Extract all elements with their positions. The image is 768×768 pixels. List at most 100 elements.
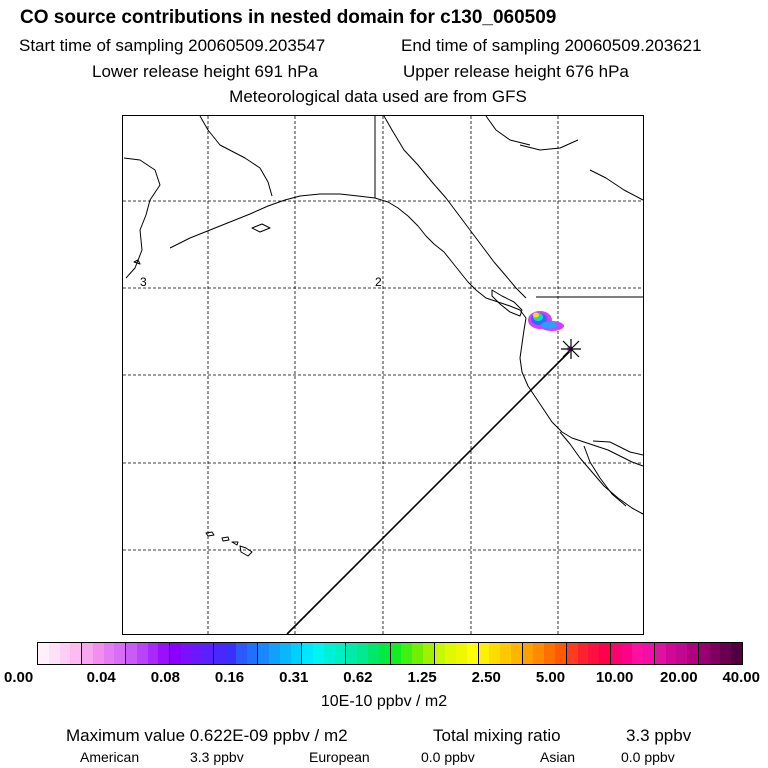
colorbar [37,642,743,665]
colorbar-tick-label: 5.00 [535,669,566,686]
star-marker [561,339,581,359]
colorbar-cell [731,643,742,664]
region-asian-label: Asian [540,749,576,765]
grid-label-2: 2 [375,275,382,289]
colorbar-cell [367,643,379,664]
colorbar-cell [510,643,523,664]
flight-track [286,350,571,635]
colorbar-tick-label: 2.50 [471,669,501,686]
colorbar-cell [599,643,611,664]
colorbar-cell [445,643,457,664]
colorbar-cell [126,643,137,664]
colorbar-cell [434,643,446,664]
colorbar-tick-label: 0.00 [4,669,34,686]
meteorological-data-note: Meteorological data used are from GFS [229,87,527,106]
colorbar-cell [544,643,555,664]
colorbar-unit: 10E-10 ppbv / m2 [320,693,448,710]
colorbar-cell [554,643,567,664]
colorbar-cell [346,643,358,664]
colorbar-cell [279,643,291,664]
colorbar-cell [38,643,49,664]
colorbar-cell [412,643,423,664]
colorbar-cell [269,643,280,664]
colorbar-cell [235,643,247,664]
colorbar-cell [390,643,402,664]
colorbar-tick-label: 20.00 [660,669,698,686]
region-american-value: 3.3 ppbv [190,749,244,765]
total-mixing-ratio-value: 3.3 ppbv [626,726,692,745]
colorbar-cell [456,643,467,664]
colorbar-cell [191,643,203,664]
colorbar-cell [147,643,159,664]
colorbar-tick-label: 40.00 [722,669,760,686]
colorbar-tick-label: 0.04 [86,669,116,686]
colorbar-cell [246,643,259,664]
colorbar-cell [170,643,181,664]
colorbar-cell [466,643,479,664]
colorbar-cell [632,643,644,664]
sampling-end-time: End time of sampling 20060509.203621 [401,36,702,55]
colorbar-cell [290,643,303,664]
colorbar-cell [158,643,171,664]
colorbar-tick-label: 0.08 [150,669,180,686]
colorbar-cell [621,643,633,664]
colorbar-cell [136,643,148,664]
maximum-value: Maximum value 0.622E-09 ppbv / m2 [66,726,348,745]
sampling-start-time: Start time of sampling 20060509.203547 [19,36,326,55]
region-asian-value: 0.0 ppbv [621,749,675,765]
colorbar-cell [489,643,501,664]
colorbar-cell [610,643,622,664]
colorbar-cell [258,643,270,664]
region-european-label: European [309,749,370,765]
colorbar-cell [643,643,655,664]
colorbar-cell [214,643,226,664]
upper-release-height: Upper release height 676 hPa [403,62,629,81]
colorbar-cell [720,643,732,664]
colorbar-cell [522,643,534,664]
colorbar-cell [114,643,127,664]
colorbar-cell [665,643,677,664]
political-boundaries [374,116,644,456]
colorbar-cell [180,643,192,664]
colorbar-cell [698,643,710,664]
colorbar-cell [323,643,335,664]
colorbar-cell [566,643,578,664]
region-european-value: 0.0 ppbv [421,749,475,765]
colorbar-cell [225,643,236,664]
colorbar-cell [302,643,314,664]
colorbar-cell [92,643,104,664]
colorbar-cell [202,643,215,664]
coastlines [123,115,644,557]
colorbar-cell [500,643,511,664]
colorbar-cell [70,643,83,664]
region-american-label: American [80,749,140,765]
colorbar-cell [422,643,435,664]
lower-release-height: Lower release height 691 hPa [92,62,318,81]
lat-lon-grid [123,116,643,634]
colorbar-cell [82,643,93,664]
colorbar-cell [577,643,589,664]
colorbar-cell [378,643,391,664]
colorbar-cell [533,643,545,664]
colorbar-tick-label: 0.31 [279,669,309,686]
colorbar-tick-label: 1.25 [407,669,437,686]
colorbar-tick-label: 0.16 [214,669,245,686]
colorbar-cell [59,643,71,664]
colorbar-tick-label: 10.00 [595,669,634,686]
total-mixing-ratio-label: Total mixing ratio [433,726,561,745]
colorbar-tick-label: 0.62 [343,669,373,686]
source-contribution-plume [528,311,573,352]
colorbar-cell [48,643,60,664]
colorbar-cell [401,643,413,664]
colorbar-cell [478,643,490,664]
colorbar-cell [103,643,115,664]
colorbar-cell [334,643,347,664]
colorbar-cell [676,643,688,664]
colorbar-cell [588,643,600,664]
colorbar-cell [357,643,368,664]
colorbar-cell [313,643,324,664]
colorbar-cell [687,643,699,664]
grid-label-3: 3 [140,275,147,289]
colorbar-cell [654,643,666,664]
